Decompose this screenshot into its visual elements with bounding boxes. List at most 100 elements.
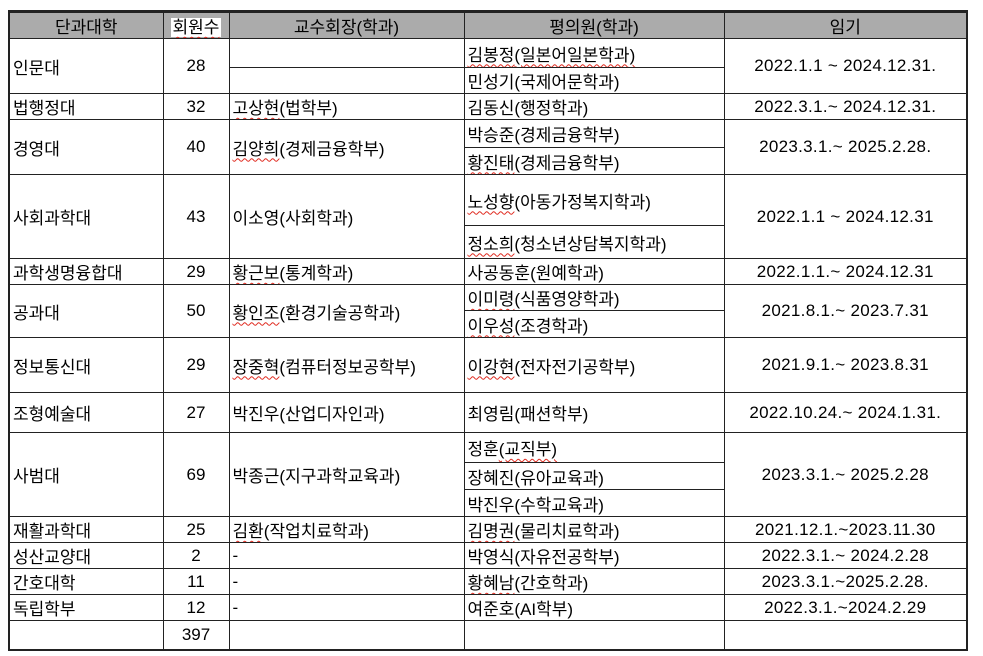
college-cell: 공과대 [8,284,164,338]
president-dept: (환경기술공학과) [279,303,401,323]
president-name: 장중혁 [232,357,280,377]
councilor-name: 이강현 [467,357,515,377]
councilor-dept: (조경학과) [514,316,589,336]
table-row: 박진우(수학교육과) [9,489,967,517]
councilor-dept: (식품영양학과) [514,290,620,309]
councilor-name: 김봉정 [467,45,515,65]
president-cell-empty [228,67,465,94]
term-cell: 2023.3.1.~2025.2.28. [723,568,968,595]
president-cell: 고상현(법학부) [228,93,465,120]
member-count-cell: 2 [162,542,230,569]
councilor-cell: 김동신(행정학과) [463,93,725,120]
member-count-cell: 29 [162,258,230,285]
table-row: 과학생명융합대 29 황근보(통계학과) 사공동훈(원예학과) 2022.1.1… [8,258,968,285]
councilor-dept: (국제어문학과) [514,73,620,92]
councilor-name: 박승준 [467,126,515,145]
president-cell: 장중혁(컴퓨터정보공학부) [228,337,465,393]
councilor-name: 김명권 [467,522,515,541]
term-cell: 2022.3.1.~ 2024.12.31. [723,93,968,120]
term-cell: 2022.3.1.~2024.2.29 [723,594,968,621]
councilor-name: 장혜진 [467,468,515,488]
term-cell: 2022.1.1.~ 2024.12.31 [723,258,968,285]
term-cell: 2023.3.1.~ 2025.2.28 [723,432,968,517]
councilor-cell: 정훈(교직부) [463,432,725,463]
president-dept: (지구과학교육과) [279,467,401,486]
table-row: 성산교양대 2 - 박영식(자유전공학부) 2022.3.1.~ 2024.2.… [8,542,968,569]
college-cell: 인문대 [8,38,164,94]
councilor-name: 여준호 [467,600,515,619]
councilor-name: 박영식 [467,548,515,567]
councilor-dept: (전자전기공학부) [514,357,636,377]
president-dept: (통계학과) [279,264,354,283]
president-name: - [232,545,239,565]
councilor-dept: (교직부) [498,440,558,459]
term-cell: 2022.1.1 ~ 2024.12.31. [723,38,968,94]
councilor-name: 황혜남 [467,574,515,593]
councilor-cell: 김명권(물리치료학과) [463,516,725,543]
college-cell: 과학생명융합대 [8,258,164,285]
councilor-cell: 황진태(경제금융학부) [463,147,725,175]
president-name: 황근보 [232,264,280,283]
councilor-cell: 박진우(수학교육과) [463,489,725,517]
college-cell: 법행정대 [8,93,164,120]
college-cell: 성산교양대 [8,542,164,569]
councilor-cell: 이우성(조경학과) [463,310,725,338]
president-name: 김양희 [232,139,280,159]
president-dept: (컴퓨터정보공학부) [279,357,416,377]
member-count-cell: 29 [162,337,230,393]
councilor-cell: 박승준(경제금융학부) [463,119,725,148]
councilor-dept: (일본어일본학과) [514,45,636,65]
councilor-cell: 정소희(청소년상담복지학과) [463,225,725,259]
member-count-cell: 11 [162,568,230,595]
councilor-name: 이우성 [467,316,515,336]
header-college: 단과대학 [8,11,164,39]
college-cell: 독립학부 [8,594,164,621]
header-councilor: 평의원(학과) [463,11,725,39]
president-dept: (법학부) [279,99,338,118]
president-cell: - [228,594,465,621]
councilor-cell: 이미령(식품영양학과) [463,284,725,311]
president-name: - [232,597,239,617]
councilor-dept: (경제금융학부) [514,153,620,173]
president-name: 박종근 [232,467,280,486]
councilor-dept: (경제금융학부) [514,126,620,145]
president-cell: - [228,542,465,569]
header-term: 임기 [723,11,968,39]
councilor-name: 민성기 [467,73,515,92]
member-count-cell: 50 [162,284,230,338]
councilor-name: 노성향 [467,192,515,212]
college-cell: 사회과학대 [8,174,164,259]
councilor-dept: (원예학과) [530,264,604,283]
president-name: 황인조 [232,303,280,323]
college-cell: 재활과학대 [8,516,164,543]
president-cell-empty [228,38,465,68]
councilor-cell: 사공동훈(원예학과) [463,258,725,285]
councilor-cell: 민성기(국제어문학과) [463,67,725,94]
councilor-dept: (청소년상담복지학과) [514,234,667,254]
term-cell: 2021.9.1.~ 2023.8.31 [723,337,968,393]
college-cell: 정보통신대 [8,337,164,393]
member-count-cell: 12 [162,594,230,621]
president-name: 김환 [232,522,264,541]
president-dept: (사회학과) [279,209,354,228]
councilor-name: 정훈 [467,440,499,459]
councilor-dept: (수학교육과) [514,495,604,515]
header-row: 단과대학 회원수 교수회장(학과) 평의원(학과) 임기 [8,11,968,39]
member-count-cell: 25 [162,516,230,543]
councilor-dept: (패션학부) [514,405,589,424]
table-row: 경영대 40 김양희(경제금융학부) 박승준(경제금융학부) 2023.3.1.… [8,119,968,175]
term-cell: 2021.12.1.~2023.11.30 [723,516,968,543]
councilor-cell: 노성향(아동가정복지학과) [463,174,725,226]
term-cell: 2023.3.1.~ 2025.2.28. [723,119,968,175]
councilor-dept: (자유전공학부) [514,548,620,567]
total-college-cell [8,620,164,650]
member-count-cell: 28 [162,38,230,94]
president-cell: 김환(작업치료학과) [228,516,465,543]
term-cell: 2022.10.24.~ 2024.1.31. [723,392,968,433]
term-cell: 2022.3.1.~ 2024.2.28 [723,542,968,569]
councilor-name: 정소희 [467,234,515,254]
president-cell: 이소영(사회학과) [228,174,465,259]
president-cell: 황인조(환경기술공학과) [228,284,465,338]
councilor-cell: 황혜남(간호학과) [463,568,725,595]
